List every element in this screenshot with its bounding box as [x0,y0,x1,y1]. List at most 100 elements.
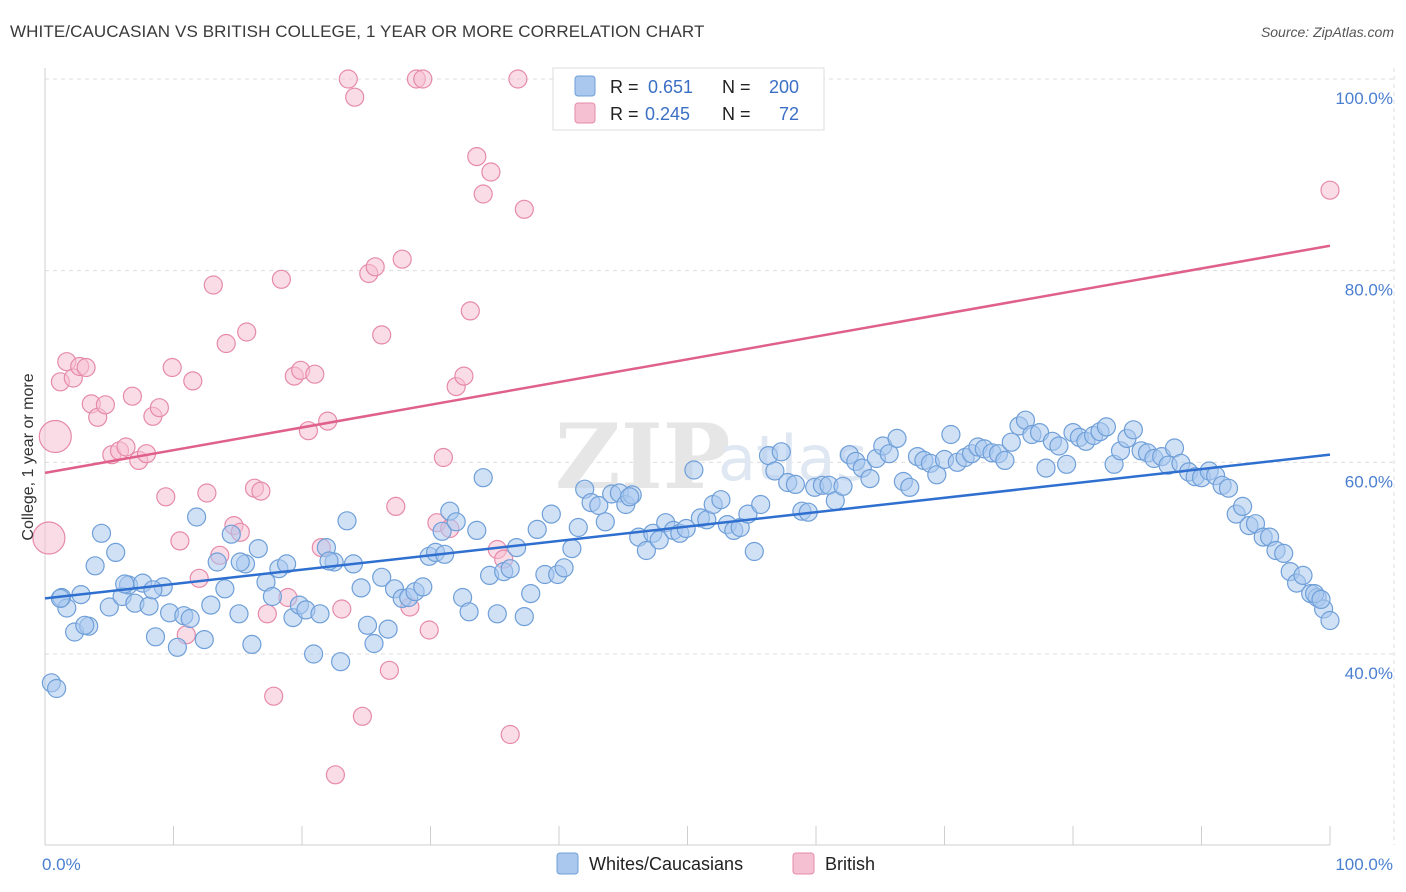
legend-n-value-2: 72 [779,104,799,124]
whites-point [744,541,764,562]
whites-point [589,495,609,516]
whites-point [541,504,561,524]
whites-point [432,521,452,541]
whites-point [372,567,392,587]
whites-point [357,615,378,635]
whites-point [636,540,657,561]
british-point [38,419,72,454]
whites-point [207,552,227,572]
whites-point [1311,589,1331,610]
british-point [1320,180,1340,200]
british-point [325,765,345,785]
whites-point [684,460,704,480]
whites-point [378,619,398,639]
british-point [481,162,501,182]
whites-point [221,524,241,544]
legend-swatch-pink [574,102,596,124]
y-tick-label-80: 80.0% [1345,281,1393,300]
whites-point [91,523,112,543]
whites-point [649,530,669,550]
whites-point [887,428,907,448]
whites-point [500,559,520,579]
correlation-legend: R = 0.651 N = 200 R = 0.245 N = 72 [552,67,825,131]
whites-point [833,476,853,496]
british-point [251,481,271,501]
y-tick-label-100: 100.0% [1335,89,1393,108]
whites-point [751,494,771,515]
whites-point [201,595,221,615]
british-point [372,325,392,345]
british-point [305,364,325,384]
whites-point [145,627,166,647]
british-point [379,660,399,680]
british-point [352,706,372,726]
whites-point [187,507,207,527]
british-point [508,69,528,89]
whites-point [1320,610,1340,631]
british-point [203,275,223,295]
whites-point [248,538,268,559]
series-legend: Whites/Caucasians British [556,852,875,875]
whites-point [413,577,433,597]
british-point [514,199,534,219]
whites-point [771,442,791,462]
british-point [338,69,358,89]
whites-point [1001,432,1021,452]
british-point [189,568,209,588]
british-point [473,184,493,204]
whites-point [765,461,785,481]
british-point [413,69,433,89]
legend-n-label-1: N = [722,77,751,97]
whites-point [310,604,330,624]
whites-point [351,578,371,598]
legend-n-value-1: 200 [769,77,799,97]
y-axis-label: College, 1 year or more [20,373,37,540]
british-point [162,357,182,378]
british-point [345,87,365,107]
legend-box [552,67,825,131]
series-swatch-british [792,852,815,875]
y-tick-labels: 40.0% 60.0% 80.0% 100.0% [1335,89,1393,683]
british-point [454,366,474,386]
british-point [467,147,487,167]
series-label-british: British [825,854,875,874]
whites-point [521,583,541,604]
whites-point [99,597,119,617]
whites-point [446,512,466,532]
whites-point [337,511,357,531]
whites-point [262,586,282,607]
whites-point [194,629,214,650]
british-point [197,483,217,503]
x-tick-label-max: 100.0% [1335,855,1393,874]
whites-point [167,637,187,657]
british-point [392,249,412,269]
whites-point [711,490,731,510]
whites-point [1293,565,1313,586]
whites-point [304,644,324,664]
british-point [433,447,453,468]
whites-point [785,474,806,494]
british-point [500,724,520,745]
whites-point [106,542,126,563]
legend-r-value-1: 0.651 [648,77,693,97]
chart-title: WHITE/CAUCASIAN VS BRITISH COLLEGE, 1 YE… [10,22,705,41]
british-point [116,437,136,457]
series-label-whites: Whites/Caucasians [589,854,743,874]
british-point [237,322,257,342]
whites-point [1232,496,1253,516]
british-point [386,496,406,516]
whites-point [860,469,880,489]
whites-point [527,519,547,540]
whites-point [879,444,899,464]
whites-point [995,450,1015,470]
whites-trend-line [44,453,1331,600]
british-point [332,599,352,619]
whites-point [941,424,961,445]
whites-point [75,615,95,635]
whites-point [473,468,493,488]
whites-point [1096,417,1117,437]
legend-r-value-2: 0.245 [645,104,690,124]
british-point [419,620,439,640]
whites-point [85,556,105,576]
